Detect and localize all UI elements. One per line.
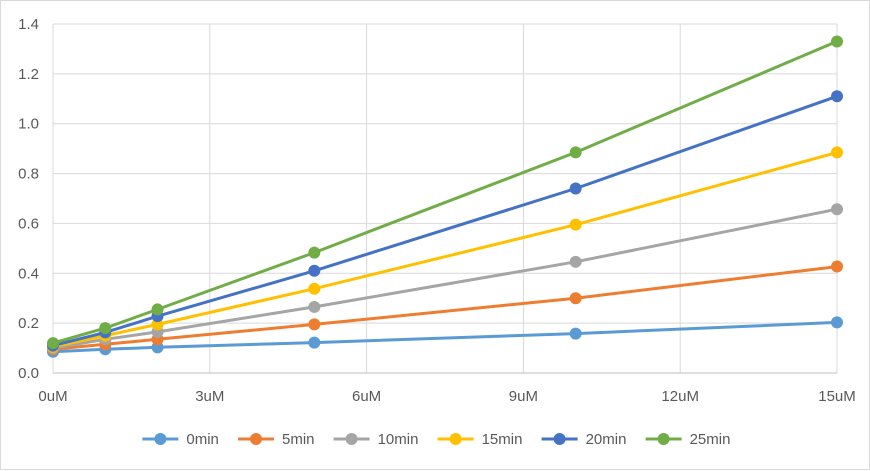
data-point: [569, 255, 582, 268]
series-10min: [47, 203, 843, 355]
data-point: [151, 318, 164, 331]
data-point: [831, 146, 843, 159]
legend-item-15min: 15min: [437, 431, 523, 448]
legend-label: 0min: [186, 431, 219, 448]
legend-label: 15min: [482, 431, 523, 448]
data-point: [308, 282, 321, 295]
y-tick-label: 0.0: [18, 365, 39, 382]
legend-item-25min: 25min: [645, 431, 731, 448]
data-point: [831, 90, 843, 103]
series-line: [52, 265, 838, 351]
y-tick-label: 0.6: [18, 215, 39, 232]
series-5min: [47, 260, 843, 356]
legend-label: 25min: [690, 431, 731, 448]
data-point: [151, 303, 164, 316]
legend-item-20min: 20min: [541, 431, 627, 448]
legend-item-10min: 10min: [333, 431, 419, 448]
data-point: [569, 182, 582, 195]
data-point: [308, 336, 321, 349]
legend-marker: [345, 433, 358, 445]
legend-marker: [449, 433, 462, 445]
series-15min: [47, 146, 843, 353]
legend-label: 10min: [378, 431, 419, 448]
legend-item-5min: 5min: [238, 431, 315, 448]
data-point: [569, 292, 582, 305]
data-point: [99, 322, 112, 335]
legend-item-0min: 0min: [142, 431, 219, 448]
series-25min: [47, 35, 843, 350]
data-point: [569, 327, 582, 340]
legend-marker: [250, 433, 262, 445]
series-line: [52, 207, 838, 350]
x-tick-label: 12uM: [661, 388, 699, 405]
x-tick-label: 3uM: [195, 388, 224, 405]
data-point: [831, 203, 843, 216]
data-point: [47, 337, 59, 350]
data-point: [308, 264, 321, 277]
data-point: [831, 316, 843, 329]
data-point: [308, 300, 321, 313]
legend: 0min 5min 10min 15min 20min 25min: [142, 431, 730, 448]
y-tick-label: 1.4: [18, 16, 39, 33]
data-point: [569, 218, 582, 231]
series-line: [52, 320, 838, 354]
legend-label: 20min: [586, 431, 627, 448]
y-tick-label: 0.2: [18, 315, 39, 332]
axes: 0.0 0.2 0.4 0.6 0.8 1.0 1.2 1.4 0uM 3uM 6uM 9uM 12uM…: [18, 16, 856, 405]
y-tick-label: 0.8: [18, 166, 39, 183]
legend-marker: [553, 433, 566, 445]
y-tick-label: 1.0: [18, 116, 39, 133]
legend-label: 5min: [282, 431, 315, 448]
x-tick-label: 15uM: [818, 388, 856, 405]
legend-marker: [154, 433, 167, 445]
x-tick-label: 6uM: [352, 388, 381, 405]
x-tick-label: 0uM: [38, 388, 67, 405]
legend-marker: [657, 433, 670, 445]
x-tick-label: 9uM: [509, 388, 538, 405]
data-point: [569, 146, 582, 159]
data-point: [831, 260, 843, 273]
series-lines: [47, 35, 843, 358]
data-point: [831, 35, 843, 48]
y-tick-label: 0.4: [18, 265, 39, 282]
series-line: [52, 94, 838, 348]
gridlines: [53, 23, 838, 373]
series-line: [52, 40, 838, 345]
data-point: [308, 318, 321, 331]
data-point: [308, 246, 321, 259]
series-line: [52, 150, 838, 349]
y-tick-label: 1.2: [18, 66, 39, 83]
